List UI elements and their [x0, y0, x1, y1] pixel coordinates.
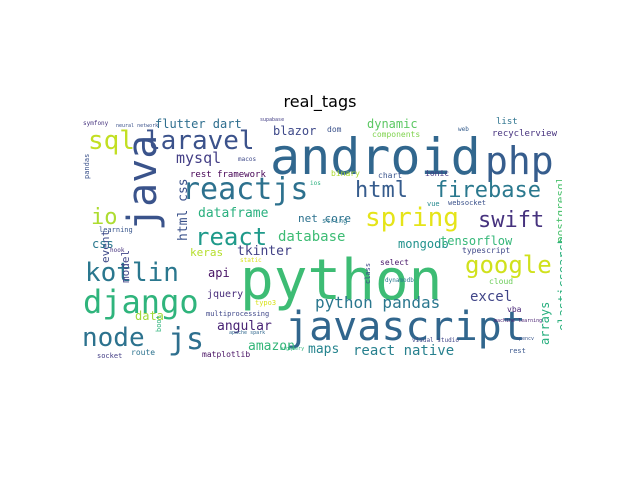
word-select: select: [380, 258, 409, 267]
word-angular: angular: [217, 319, 272, 334]
word-dynamodb: dynamodb: [385, 277, 414, 284]
word-javascript: javascript: [285, 304, 526, 350]
word-postgresql: postgresql: [554, 176, 562, 243]
word-net-core: net core: [298, 212, 351, 225]
word-typo3: typo3: [255, 299, 277, 307]
word-php: php: [485, 139, 554, 183]
word-chart: chart: [378, 171, 403, 180]
word-ios: ios: [310, 180, 321, 187]
word-css: css: [92, 237, 114, 251]
word-macos: macos: [238, 156, 257, 163]
word-react: react: [195, 223, 268, 251]
word-model: model: [119, 249, 132, 283]
word-matplotlib: matplotlib: [202, 350, 251, 359]
word-class: class: [364, 262, 372, 284]
word-amazon: amazon: [248, 339, 295, 354]
word-ionic: ionic: [425, 169, 450, 178]
word-machine-learning: machine learning: [494, 318, 543, 324]
word-websocket: websocket: [448, 199, 486, 207]
word-flutter-dart: flutter dart: [155, 117, 242, 131]
word-python-pandas: python pandas: [315, 293, 441, 312]
word-io: io: [91, 205, 118, 230]
word-apache-spark: apache spark: [229, 330, 266, 336]
word-android: android: [270, 128, 481, 186]
word-supabase: supabase: [260, 117, 285, 123]
word-dynamic: dynamic: [367, 117, 418, 131]
word-symfony: symfony: [83, 120, 109, 127]
word-cloud: python android javascript java php djang…: [80, 115, 562, 360]
word-bigquery: bigquery: [280, 346, 305, 352]
word-elasticsearch: elasticsearch: [556, 237, 562, 331]
word-rest-framework: rest framework: [190, 170, 266, 180]
word-learning: learning: [99, 226, 133, 234]
word-recyclerview: recyclerview: [492, 129, 558, 139]
word-socket: socket: [97, 352, 123, 360]
word-js: js: [168, 322, 205, 357]
word-tkinter: tkinter: [237, 244, 292, 259]
word-hook: hook: [110, 247, 125, 254]
word-mysql: mysql: [176, 149, 222, 167]
word-multiprocessing: multiprocessing: [206, 310, 270, 318]
word-django: django: [83, 283, 199, 321]
word-web: web: [458, 126, 469, 133]
chart-title: real_tags: [283, 92, 357, 111]
word-opencv: opencv: [516, 336, 535, 342]
word-spring: spring: [365, 203, 459, 233]
word-jquery: jquery: [207, 289, 244, 300]
word-swift: swift: [478, 208, 545, 233]
word-pandas: pandas: [83, 153, 91, 179]
word-typescript: typescript: [462, 246, 511, 255]
word-maps: maps: [308, 342, 340, 357]
word-api: api: [208, 266, 230, 280]
word-keras: keras: [190, 246, 224, 259]
word-tensorflow: tensorflow: [440, 234, 513, 248]
word-html-css: html css: [176, 178, 191, 241]
word-visual-studio: visual studio: [412, 337, 459, 344]
word-data: data: [135, 309, 164, 323]
word-laravel: laravel: [145, 126, 255, 156]
word-binary: binary: [331, 169, 360, 178]
word-node: node: [82, 323, 145, 353]
word-cloud: cloud: [489, 277, 514, 286]
word-firebase: firebase: [435, 178, 541, 203]
word-list: list: [496, 117, 518, 127]
word-html: html: [355, 178, 408, 203]
word-react-native: react native: [353, 343, 455, 359]
word-kotlin: kotlin: [85, 258, 179, 288]
word-static: static: [240, 257, 262, 264]
word-string: string: [322, 217, 348, 225]
word-reactjs: reactjs: [182, 172, 309, 207]
word-python: python: [240, 248, 443, 313]
word-neural-network: neural network: [116, 123, 159, 129]
word-boot: boot: [155, 315, 163, 332]
word-route: route: [131, 348, 156, 357]
word-dataframe: dataframe: [198, 206, 269, 221]
word-google: google: [465, 251, 552, 279]
word-database: database: [278, 229, 346, 245]
word-mongodb: mongodb: [398, 237, 449, 251]
word-blazor: blazor: [273, 124, 317, 138]
word-vue: vue: [427, 200, 440, 208]
word-rest: rest: [509, 347, 526, 355]
word-vba: vba: [507, 305, 522, 314]
word-components: components: [372, 130, 421, 139]
word-excel: excel: [470, 289, 513, 305]
word-sql: sql: [88, 126, 135, 156]
word-dom: dom: [327, 125, 342, 134]
